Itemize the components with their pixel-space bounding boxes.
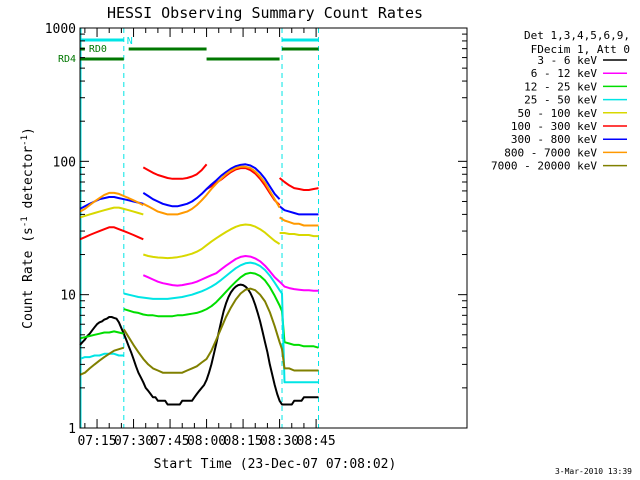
plot-area: N RD0 RD4 [58,28,320,428]
y-tick-label: 1000 [45,22,76,37]
footer-date: 3-Mar-2010 13:39 [555,467,632,476]
series-line [279,232,319,238]
legend-label: 25 - 50 keV [524,94,597,107]
legend: Det 1,3,4,5,6,9,FDecim 1, Att 03 - 6 keV… [491,29,630,173]
series-line [79,330,125,340]
chart-title: HESSI Observing Summary Count Rates [107,4,423,22]
y-tick-label: 10 [60,289,76,304]
series-line [142,163,208,180]
y-axis-ticks: 1 10 100 1000 [45,22,467,437]
series-0 [79,283,319,406]
series-8 [79,287,319,376]
series-line [79,346,125,376]
legend-label: 7000 - 20000 keV [491,160,597,173]
x-tick-label: 07:15 [77,434,116,449]
series-line [79,191,144,213]
series-line [278,205,319,216]
legend-header: FDecim 1, Att 0 [531,43,630,56]
plot-frame [79,27,468,429]
series-line [142,165,281,216]
legend-header: Det 1,3,4,5,6,9, [524,29,630,42]
rd0-label: RD0 [89,44,107,55]
series-2 [79,271,319,349]
series-line [79,226,144,241]
y-axis-label: Count Rate (s-1 detector-1) [20,127,36,329]
series-line [79,352,124,360]
x-tick-label: 07:45 [150,434,189,449]
series-line [206,167,281,206]
series-line [142,255,319,292]
series-line [143,223,281,260]
series-line [142,163,281,208]
series-line [278,177,319,191]
series-line [79,206,144,219]
legend-label: 50 - 100 keV [518,107,598,120]
n-state-label: N [127,36,133,47]
x-tick-label: 08:45 [297,434,336,449]
x-tick-label: 07:30 [114,434,153,449]
series-line [79,283,319,406]
y-tick-label: 100 [53,155,76,170]
series-4 [79,206,319,260]
legend-label: 300 - 800 keV [511,133,597,146]
legend-label: 100 - 300 keV [511,120,597,133]
series-line [123,261,319,384]
series-line [122,287,319,374]
legend-label: 3 - 6 keV [537,54,597,67]
series-line [123,271,319,349]
legend-label: 6 - 12 keV [531,67,598,80]
series-1 [142,255,319,292]
y-tick-label: 1 [68,422,76,437]
x-tick-label: 08:15 [224,434,263,449]
x-axis-label: Start Time (23-Dec-07 07:08:02) [154,457,397,472]
x-tick-label: 08:30 [260,434,299,449]
legend-label: 800 - 7000 keV [504,146,597,159]
series-line [79,196,144,210]
x-tick-label: 08:00 [187,434,226,449]
series-3 [79,261,319,384]
series-7 [79,165,319,227]
series-line [279,216,319,227]
rd4-label: RD4 [58,54,76,65]
legend-label: 12 - 25 keV [524,80,597,93]
